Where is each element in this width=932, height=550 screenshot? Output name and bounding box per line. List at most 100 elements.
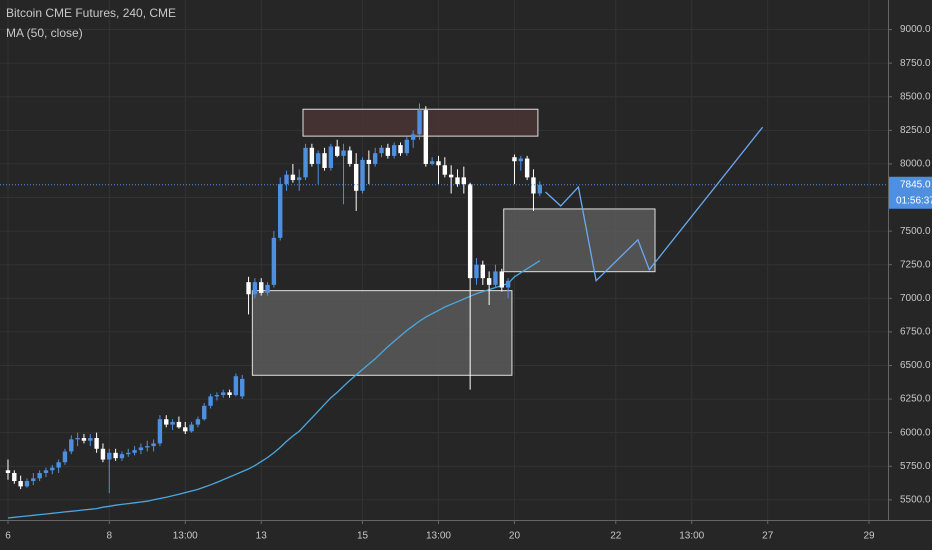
candle-body [512,157,517,162]
y-tick-label: 7000.0 [900,293,931,304]
grid [0,0,888,520]
y-tick-label: 7250.0 [900,259,931,270]
candle-body [360,159,365,191]
y-tick-label: 6750.0 [900,327,931,338]
candle-body [347,150,353,164]
candle-body [113,452,118,459]
candle-body [202,405,207,420]
candle-body [410,134,416,140]
y-tick-label: 6250.0 [900,394,931,405]
y-tick-label: 8500.0 [900,91,931,102]
candle-body [43,470,49,473]
drawing-box [251,290,513,376]
ma-line [7,260,541,519]
candle-body [195,419,201,425]
countdown-label: 01:56:37 [896,195,932,206]
x-tick-label: 6 [5,531,11,542]
candle-body [480,264,486,279]
y-tick-label: 6500.0 [900,360,931,371]
y-tick-label: 6000.0 [900,427,931,438]
candle-body [366,159,372,164]
candle-body [455,177,460,185]
candle-body [290,174,296,181]
candle-body [126,452,131,455]
chart-title: Bitcoin CME Futures, 240, CME [6,6,176,20]
x-tick-label: 27 [762,531,774,542]
candle-body [107,452,112,460]
candle-body [119,454,125,459]
candle-body [316,153,321,164]
drawing-box [503,208,656,273]
candle-body [81,438,87,441]
candle-body [436,161,441,166]
candle-body [284,174,289,185]
candle-body [372,153,378,164]
candle-body [309,147,315,164]
candle-body [417,110,422,135]
candle-body [341,150,346,156]
candle-body [5,470,11,473]
candle-body [208,396,213,406]
x-tick-label: 15 [357,531,369,542]
y-tick-label: 7500.0 [900,226,931,237]
candle-body [132,450,137,453]
y-tick-label: 5750.0 [900,461,931,472]
candle-body [176,421,182,428]
candle-body [88,438,93,441]
candle-body [233,376,239,396]
candle-body [252,282,258,295]
candle-body [278,184,283,238]
candle-body [448,174,454,178]
x-tick-label: 13:00 [173,531,198,542]
candle-body [227,392,232,396]
candle-body [69,439,74,452]
candle-body [56,462,61,468]
candle-body [24,481,30,487]
candle-body [221,392,226,396]
plot [0,103,888,519]
candle-body [429,161,435,164]
candle-body [353,163,359,191]
candle-body [164,419,169,425]
candle-body [50,467,55,471]
candle-body [505,280,511,288]
candle-body [467,184,473,279]
candle-body [486,278,492,285]
candle-body [62,451,68,463]
x-tick-label: 29 [863,531,875,542]
indicator-label: MA (50, close) [6,26,83,40]
candle-body [531,177,536,194]
candle-body [75,438,80,440]
candle-body [183,427,188,432]
candle-body [18,481,23,487]
y-tick-label: 8250.0 [900,125,931,136]
candle-body [499,271,505,288]
candle-body [404,139,410,154]
last-price-box [889,176,932,209]
candle-body [170,421,175,425]
candle-body [246,282,251,295]
projection-line [545,126,764,283]
candle-body [322,153,327,168]
candle-body [100,448,106,460]
candle-body [334,146,340,156]
y-tick-label: 8750.0 [900,58,931,69]
candle-body [328,146,334,168]
x-tick-label: 8 [106,531,112,542]
candle-body [297,177,302,181]
candle-body [303,147,308,178]
candle-body [423,110,429,164]
last-price-label: 7845.0 [900,179,931,190]
candle-body [537,184,542,194]
candle-body [524,158,530,178]
candle-body [271,237,277,285]
candle-body [138,447,144,451]
candle-body [151,443,156,447]
candle-body [442,165,448,175]
x-tick-label: 13:00 [679,531,704,542]
candle-body [145,446,150,448]
x-tick-label: 20 [509,531,521,542]
